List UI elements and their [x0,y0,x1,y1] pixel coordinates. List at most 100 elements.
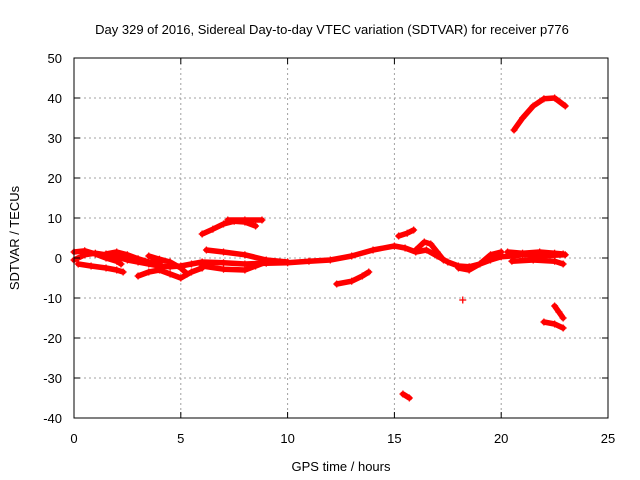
data-point [155,255,163,263]
data-point [187,268,195,276]
data-point [166,258,174,266]
data-point [113,257,121,265]
data-point [390,242,398,250]
data-series [70,94,569,402]
series-arc-12 [395,226,418,240]
data-point [113,248,121,256]
data-point [540,95,548,103]
data-point [551,94,559,102]
series-arc-19 [551,302,567,322]
series-arc-13 [399,390,413,402]
series-arc-11 [333,268,373,288]
data-point [252,262,260,270]
data-point [412,246,420,254]
data-point [559,260,567,268]
y-tick-label: 30 [48,131,62,146]
series-line [509,257,566,267]
data-point [241,251,249,259]
y-tick-label: 10 [48,211,62,226]
data-point [81,247,89,255]
data-point [508,257,516,265]
data-point [476,260,484,268]
series-arc-20 [540,318,567,332]
data-point [440,256,448,264]
data-point [155,266,163,274]
data-point [166,270,174,278]
data-point [117,260,125,268]
data-point [187,260,195,268]
data-point [333,280,341,288]
chart-title: Day 329 of 2016, Sidereal Day-to-day VTE… [95,22,569,37]
data-point [177,274,185,282]
data-point [74,260,82,268]
data-point [529,102,537,110]
data-point [284,258,292,266]
series-line [511,95,569,133]
y-axis-label: SDTVAR / TECUs [7,185,22,290]
data-point [551,320,559,328]
data-point [202,246,210,254]
data-point [369,246,377,254]
y-tick-label: 0 [55,251,62,266]
data-point [102,250,110,258]
y-tick-label: 50 [48,51,62,66]
data-point [177,264,185,272]
y-tick-label: -30 [43,371,62,386]
x-tick-label: 10 [280,431,294,446]
data-point [410,226,418,234]
data-point [433,248,441,256]
data-point [555,308,563,316]
data-point [529,256,537,264]
y-tick-label: 20 [48,171,62,186]
series-arc-03 [74,260,127,276]
data-point [559,250,567,258]
data-point [305,257,313,265]
data-point [123,251,131,259]
data-point [113,266,121,274]
data-point [134,272,142,280]
x-tick-label: 5 [177,431,184,446]
series-arc-16 [504,248,567,258]
data-point [559,324,567,332]
data-point [145,268,153,276]
data-point [540,318,548,326]
data-point [220,248,228,256]
series-arc-02 [70,247,125,268]
data-point [91,250,99,258]
data-point [224,216,232,224]
data-point [420,238,428,246]
data-point [87,262,95,270]
y-tick-label: -20 [43,331,62,346]
data-point [427,240,435,248]
data-point [519,114,527,122]
data-point [183,270,191,278]
data-point [422,246,430,254]
data-point [220,220,228,228]
data-point [551,249,559,257]
data-point [262,256,270,264]
data-point [348,277,356,285]
data-point [454,264,462,272]
series-arc-18 [510,94,569,134]
data-point [220,259,228,267]
data-point [459,296,467,304]
data-point [209,225,217,233]
series-arc-08 [202,246,292,266]
x-tick-label: 15 [387,431,401,446]
series-arc-10 [224,216,266,224]
series-arc-06 [145,252,191,278]
data-point [465,266,473,274]
data-point [510,126,518,134]
data-point [119,268,127,276]
data-point [241,216,249,224]
data-point [134,255,142,263]
series-arc-17 [508,256,567,268]
data-point [326,256,334,264]
data-point [241,260,249,268]
data-point [561,102,569,110]
x-tick-label: 0 [70,431,77,446]
data-point [145,252,153,260]
data-point [258,216,266,224]
